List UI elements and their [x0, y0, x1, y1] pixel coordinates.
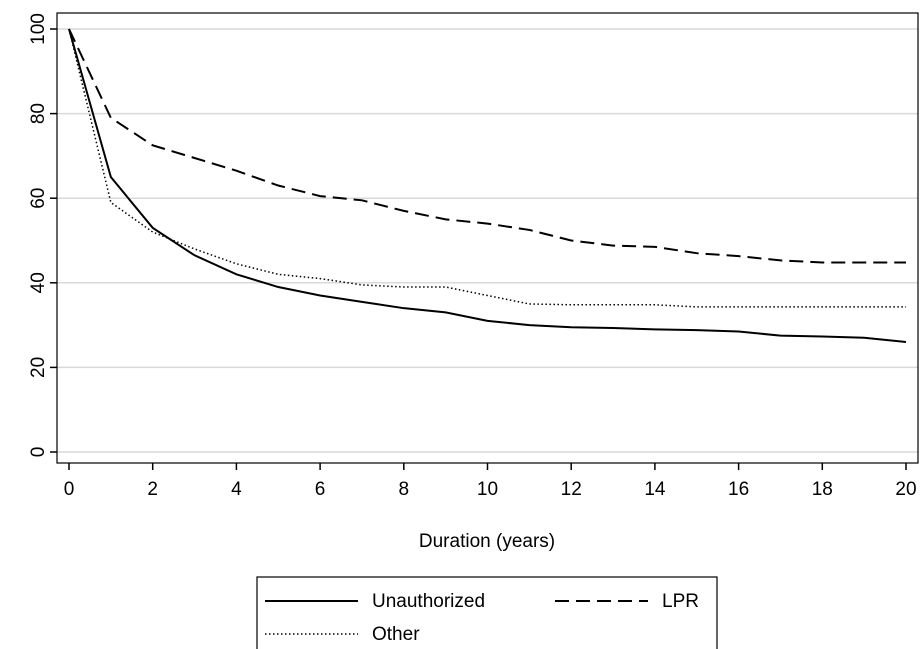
data-line — [68, 28, 907, 344]
x-tick-label: 20 — [895, 479, 916, 500]
y-tick-label: 40 — [28, 272, 49, 293]
y-tick-label: 100 — [28, 13, 49, 45]
x-tick-label: 2 — [147, 479, 158, 500]
y-tick-label: 20 — [28, 357, 49, 378]
data-line — [68, 28, 906, 308]
x-tick-label: 4 — [231, 479, 242, 500]
x-axis-label: Duration (years) — [419, 531, 555, 552]
x-tick-label: 10 — [477, 479, 498, 500]
x-tick-label: 6 — [315, 479, 326, 500]
legend-label: Unauthorized — [372, 591, 485, 612]
legend-box — [256, 576, 718, 649]
x-tick-label: 8 — [399, 479, 410, 500]
y-tick-label: 60 — [28, 188, 49, 209]
x-tick-label: 14 — [644, 479, 666, 500]
x-tick-label: 16 — [728, 479, 749, 500]
x-tick-label: 0 — [64, 479, 75, 500]
y-tick-label: 80 — [28, 103, 49, 124]
legend-label: Other — [372, 624, 420, 645]
y-tick-label: 0 — [28, 447, 49, 458]
legend-label: LPR — [662, 591, 699, 612]
x-tick-label: 18 — [812, 479, 833, 500]
x-tick-label: 12 — [561, 479, 582, 500]
data-line — [68, 28, 906, 264]
